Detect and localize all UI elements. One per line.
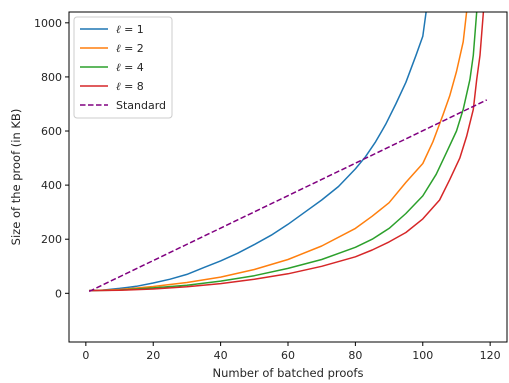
- y-tick-label: 800: [41, 71, 62, 84]
- legend-label: ℓ = 4: [116, 61, 144, 74]
- series-layer: [88, 12, 488, 293]
- series-line-4: [89, 12, 485, 292]
- x-tick-label: 80: [348, 349, 362, 362]
- ticks-layer: 0 20 40 60 80 100 120 0 200 400 600 800 1000: [34, 17, 501, 362]
- x-tick-label: 120: [480, 349, 501, 362]
- y-tick-label: 1000: [34, 17, 62, 30]
- series-line-2: [89, 12, 468, 292]
- x-axis-title: Number of batched proofs: [213, 366, 364, 380]
- series-line-1: [89, 12, 427, 292]
- y-axis-title: Size of the proof (in KB): [9, 109, 23, 246]
- y-tick-label: 400: [41, 179, 62, 192]
- y-tick-label: 200: [41, 233, 62, 246]
- series-line-5: [88, 99, 488, 293]
- x-tick-label: 0: [82, 349, 89, 362]
- legend-label: ℓ = 1: [116, 23, 144, 36]
- legend-box: [73, 16, 173, 119]
- legend-label: Standard: [116, 99, 166, 112]
- y-tick-label: 0: [55, 287, 62, 300]
- x-tick-label: 20: [146, 349, 160, 362]
- y-tick-label: 600: [41, 125, 62, 138]
- series-line-3: [89, 12, 478, 292]
- legend-label: ℓ = 8: [116, 80, 144, 93]
- x-tick-label: 40: [214, 349, 228, 362]
- legend: ℓ = 1 ℓ = 2 ℓ = 4 ℓ = 8 Standard: [73, 16, 173, 119]
- x-tick-label: 60: [281, 349, 295, 362]
- legend-label: ℓ = 2: [116, 42, 144, 55]
- x-tick-label: 100: [412, 349, 433, 362]
